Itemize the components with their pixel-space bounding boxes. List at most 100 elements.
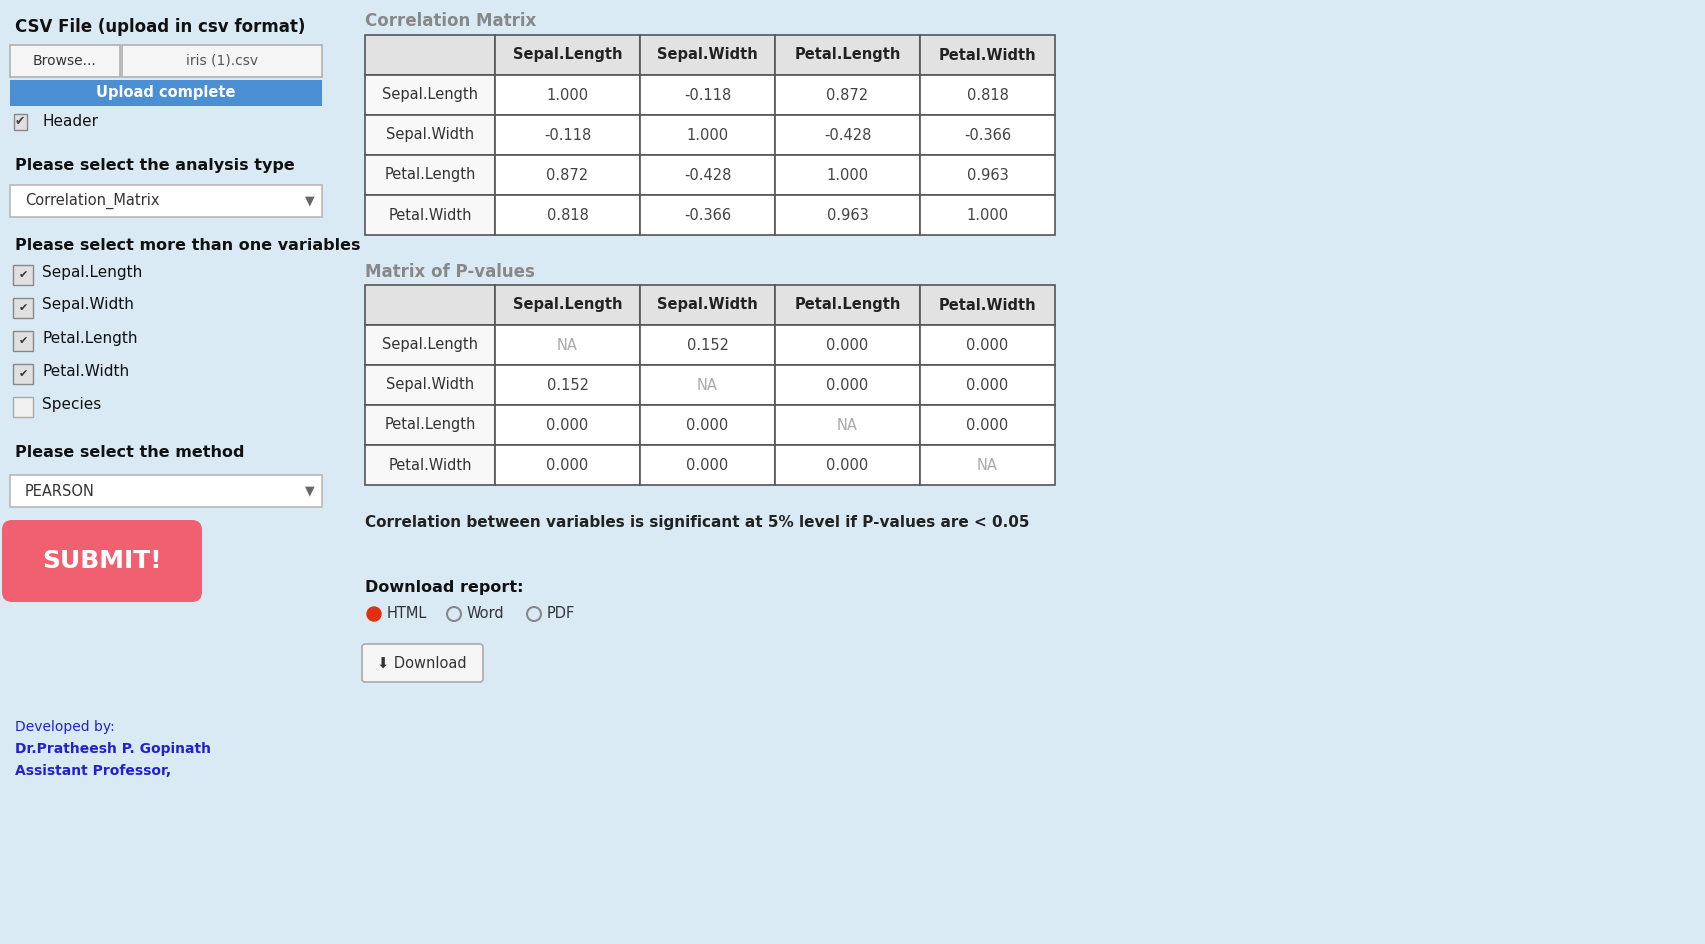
Text: ✔: ✔ [19,369,27,379]
Bar [494,365,639,405]
Bar [921,195,1055,235]
Bar [921,365,1055,405]
Text: Sepal.Width: Sepal.Width [385,127,474,143]
Bar [10,475,322,507]
Bar [921,115,1055,155]
Bar [776,285,921,325]
Text: 0.000: 0.000 [967,378,1009,393]
Text: -0.428: -0.428 [824,127,871,143]
Text: CSV File (upload in csv format): CSV File (upload in csv format) [15,18,305,36]
Text: Petal.Width: Petal.Width [389,208,472,223]
Bar [776,405,921,445]
Bar [365,155,494,195]
Bar [639,365,776,405]
Bar [921,35,1055,75]
Bar [639,445,776,485]
Text: Petal.Length: Petal.Length [384,167,476,182]
Text: PDF: PDF [547,606,575,621]
Bar [365,115,494,155]
Bar [776,75,921,115]
Bar [776,115,921,155]
Text: 0.000: 0.000 [827,458,868,473]
Bar [921,325,1055,365]
Bar [494,445,639,485]
Text: Browse...: Browse... [32,54,97,68]
Text: Correlation between variables is significant at 5% level if P-values are < 0.05: Correlation between variables is signifi… [365,515,1030,530]
Text: Please select more than one variables: Please select more than one variables [15,238,360,253]
Text: Developed by:: Developed by: [15,720,114,734]
Bar [494,405,639,445]
Bar [639,155,776,195]
Text: Sepal.Length: Sepal.Length [382,88,477,103]
Text: Petal.Length: Petal.Length [795,47,900,62]
Bar [494,115,639,155]
Bar [494,75,639,115]
Text: -0.366: -0.366 [684,208,731,223]
Bar [494,195,639,235]
Bar [921,405,1055,445]
Text: Download report:: Download report: [365,580,523,595]
Bar [14,397,32,417]
Bar [776,365,921,405]
Text: Petal.Length: Petal.Length [43,330,138,346]
Bar [639,195,776,235]
Bar [639,75,776,115]
Text: iris (1).csv: iris (1).csv [186,54,257,68]
Text: Sepal.Length: Sepal.Length [382,338,477,352]
Bar [776,195,921,235]
Bar [365,35,494,75]
Bar [776,155,921,195]
Bar [921,75,1055,115]
Text: Sepal.Width: Sepal.Width [656,47,759,62]
FancyBboxPatch shape [361,644,483,682]
Bar [365,325,494,365]
Text: 1.000: 1.000 [687,127,728,143]
Text: 0.818: 0.818 [967,88,1008,103]
Bar [494,285,639,325]
Text: Correlation Matrix: Correlation Matrix [365,12,537,30]
Text: 1.000: 1.000 [827,167,868,182]
Bar [123,45,322,77]
Text: 0.000: 0.000 [546,458,588,473]
Text: 0.000: 0.000 [827,338,868,352]
Text: Sepal.Length: Sepal.Length [43,264,142,279]
Text: -0.118: -0.118 [544,127,592,143]
Text: Please select the analysis type: Please select the analysis type [15,158,295,173]
Text: ✔: ✔ [19,336,27,346]
Text: 0.000: 0.000 [546,417,588,432]
Text: 0.152: 0.152 [547,378,588,393]
Bar [10,45,119,77]
Bar [639,325,776,365]
Text: 0.872: 0.872 [546,167,588,182]
Text: Petal.Width: Petal.Width [939,297,1037,312]
Text: Petal.Width: Petal.Width [43,363,130,379]
Text: Petal.Length: Petal.Length [384,417,476,432]
Text: Species: Species [43,396,101,412]
Bar [365,75,494,115]
Bar [14,331,32,351]
Bar [365,445,494,485]
Text: Sepal.Width: Sepal.Width [43,297,135,312]
Text: SUBMIT!: SUBMIT! [43,549,162,573]
Text: 1.000: 1.000 [967,208,1009,223]
Text: NA: NA [977,458,997,473]
Bar [494,35,639,75]
Text: 0.152: 0.152 [687,338,728,352]
Text: ▼: ▼ [305,484,315,497]
Text: NA: NA [558,338,578,352]
Bar [639,115,776,155]
Text: PEARSON: PEARSON [26,483,95,498]
Text: 0.872: 0.872 [827,88,868,103]
Text: NA: NA [837,417,858,432]
Text: Sepal.Width: Sepal.Width [385,378,474,393]
Bar [14,265,32,285]
Bar [14,364,32,384]
Bar [921,285,1055,325]
Text: 0.000: 0.000 [687,417,728,432]
Bar [365,365,494,405]
Text: -0.428: -0.428 [684,167,731,182]
Bar [14,298,32,318]
Text: Dr.Pratheesh P. Gopinath: Dr.Pratheesh P. Gopinath [15,742,211,756]
Text: 0.000: 0.000 [967,417,1009,432]
Text: Sepal.Width: Sepal.Width [656,297,759,312]
